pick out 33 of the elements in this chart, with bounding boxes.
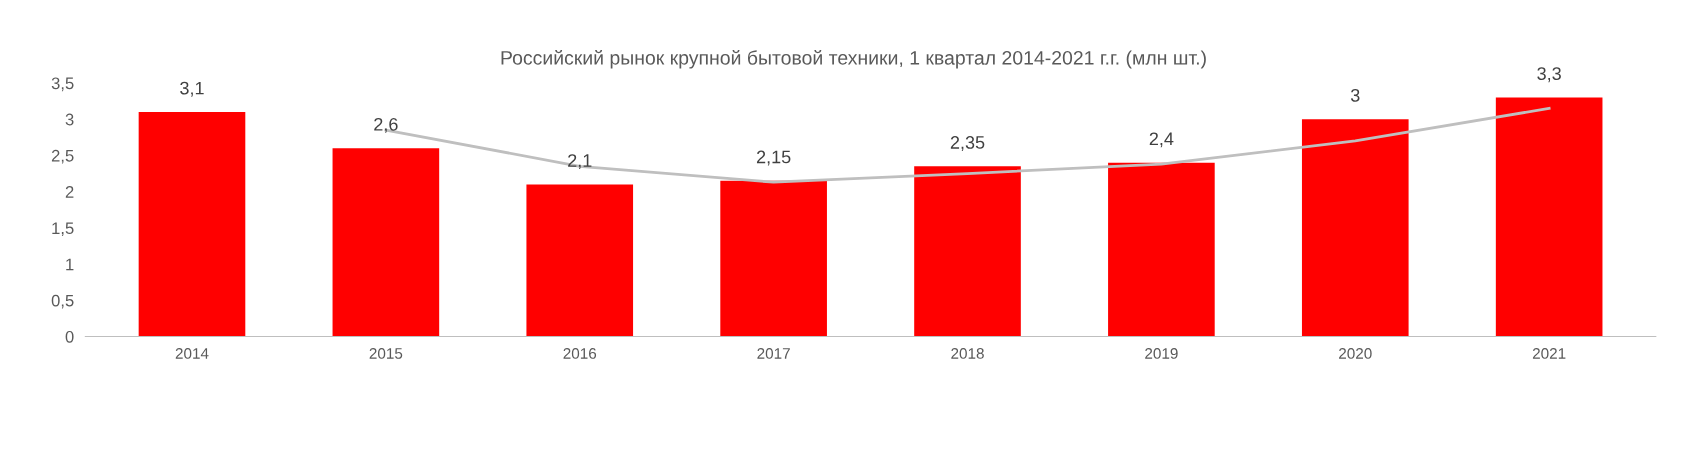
data-label: 2,15 — [756, 150, 791, 166]
y-tick-label: 3,5 — [51, 77, 74, 92]
data-label: 2,4 — [1149, 132, 1174, 148]
x-tick-label: 2014 — [175, 348, 209, 359]
bar — [138, 111, 246, 337]
y-tick-label: 2,5 — [51, 149, 74, 164]
chart-title: Российский рынок крупной бытовой техники, 1 квартал 2014-2021 г.г. (млн шт.) — [501, 50, 1206, 69]
y-tick-label: 0,5 — [51, 294, 74, 309]
y-tick-label: 0 — [65, 330, 74, 343]
y-tick-label: 3 — [65, 113, 74, 126]
x-tick-label: 2019 — [1145, 348, 1178, 359]
x-tick-label: 2017 — [757, 348, 790, 359]
data-label: 2,35 — [950, 136, 985, 151]
y-tick-label: 1 — [66, 258, 74, 271]
bar — [914, 166, 1021, 337]
data-label: 2,1 — [568, 154, 592, 170]
bar — [1495, 97, 1603, 337]
bar — [332, 148, 440, 337]
x-tick-label: 2020 — [1339, 348, 1372, 359]
bar — [1301, 119, 1409, 337]
x-tick-label: 2018 — [951, 348, 984, 359]
y-tick-label: 1,5 — [52, 222, 74, 237]
bar — [526, 184, 634, 337]
x-tick-label: 2021 — [1532, 348, 1566, 359]
data-label: 3,3 — [1537, 67, 1561, 83]
data-label: 3,1 — [180, 81, 204, 97]
data-label: 3 — [1350, 88, 1360, 102]
data-label: 2,6 — [374, 117, 398, 133]
x-tick-label: 2015 — [369, 348, 403, 359]
x-tick-label: 2016 — [563, 348, 597, 359]
bar — [720, 180, 827, 337]
y-tick-label: 2 — [65, 186, 74, 198]
bar — [1108, 162, 1215, 337]
